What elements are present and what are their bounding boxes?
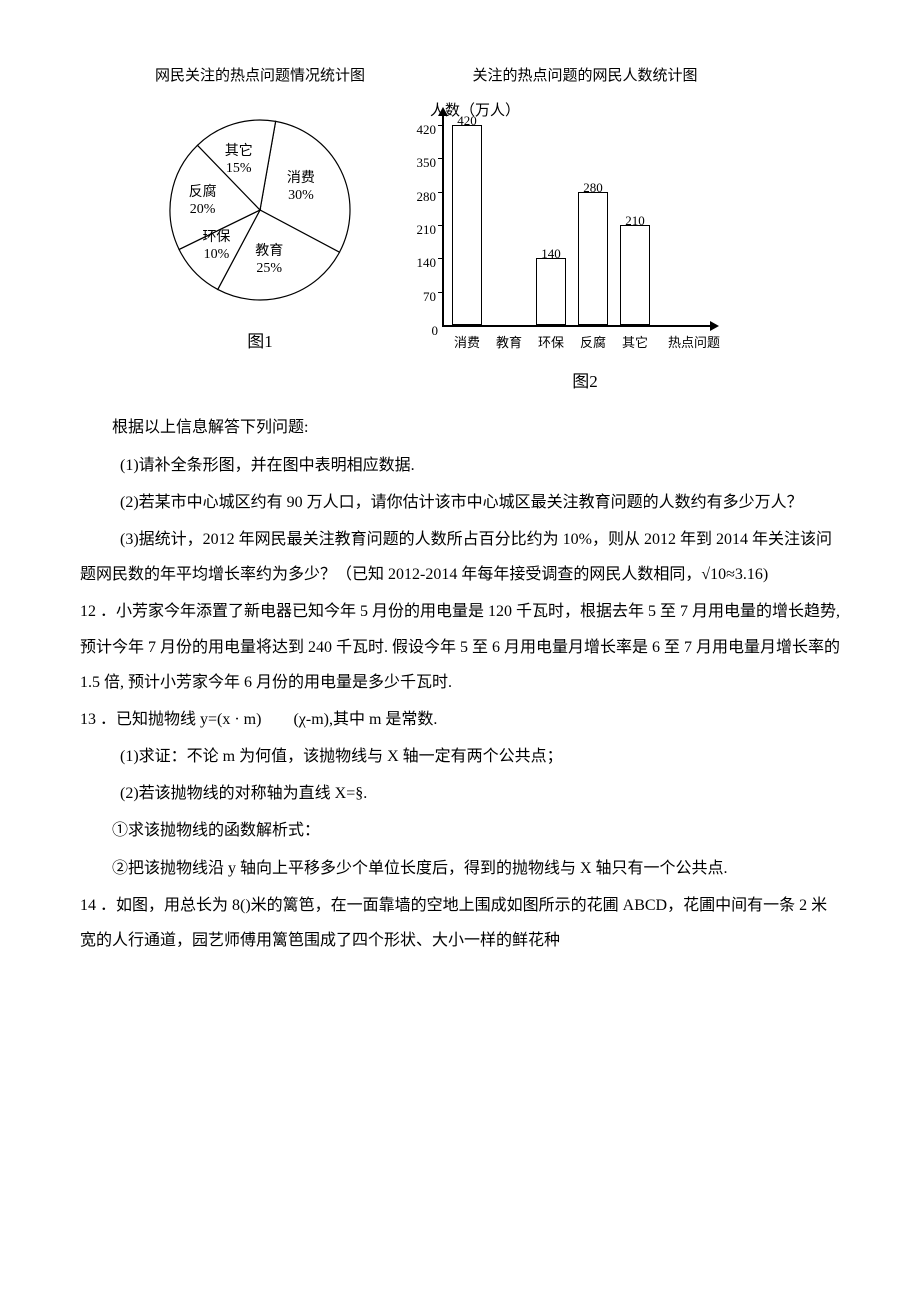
problem-13-2a: ①求该抛物线的函数解析式： (80, 813, 840, 848)
x-category-label: 消费 (454, 329, 480, 358)
pie-title: 网民关注的热点问题情况统计图 (155, 60, 365, 93)
y-tick-mark (438, 258, 442, 259)
bar-title: 关注的热点问题的网民人数统计图 (472, 60, 697, 93)
x-axis-label: 热点问题 (668, 329, 720, 358)
y-tick-label: 210 (406, 216, 436, 245)
y-axis-arrow (438, 107, 448, 116)
problem-12: 12 ．小芳家今年添置了新电器已知今年 5 月份的用电量是 120 千瓦时，根据… (80, 594, 840, 700)
pie-slice-label: 教育25% (255, 244, 283, 278)
pie-slice-label: 环保10% (202, 230, 230, 264)
question-2: (2)若某市中心城区约有 90 万人口，请你估计该市中心城区最关注教育问题的人数… (80, 485, 840, 520)
bar-value-label: 420 (457, 107, 477, 136)
y-axis (442, 113, 444, 325)
y-tick-mark (438, 225, 442, 226)
bar (620, 225, 650, 325)
y-tick-label: 350 (406, 149, 436, 178)
question-3: (3)据统计，2012 年网民最关注教育问题的人数所占百分比约为 10%，则从 … (80, 522, 840, 592)
origin-label: 0 (408, 317, 438, 346)
bar-value-label: 210 (625, 207, 645, 236)
pie-caption: 图1 (247, 323, 273, 360)
problem-13-2: (2)若该抛物线的对称轴为直线 X=§. (80, 776, 840, 811)
x-category-label: 反腐 (580, 329, 606, 358)
bar-value-label: 280 (583, 174, 603, 203)
pie-chart: 消费30% 教育25% 环保10% 反腐20% 其它15% (150, 95, 370, 315)
x-category-label: 环保 (538, 329, 564, 358)
y-tick-label: 70 (406, 283, 436, 312)
y-tick-label: 280 (406, 183, 436, 212)
intro-text: 根据以上信息解答下列问题: (80, 410, 840, 445)
y-tick-mark (438, 158, 442, 159)
x-category-label: 其它 (622, 329, 648, 358)
pie-slice-label: 其它15% (225, 144, 253, 178)
charts-row: 网民关注的热点问题情况统计图 消费30% 教育25% 环保10% 反腐20% 其它15%… (80, 60, 840, 400)
bar-chart-column: 关注的热点问题的网民人数统计图 人数（万人） 07014021028035042… (400, 60, 770, 400)
pie-chart-column: 网民关注的热点问题情况统计图 消费30% 教育25% 环保10% 反腐20% 其它15%… (150, 60, 370, 400)
bar-chart: 人数（万人） 070140210280350420420消费教育140环保280… (400, 95, 770, 355)
y-tick-mark (438, 192, 442, 193)
bar (452, 125, 482, 325)
y-tick-label: 420 (406, 116, 436, 145)
y-tick-mark (438, 292, 442, 293)
problem-14: 14 ．如图，用总长为 8()米的篱笆，在一面靠墙的空地上围成如图所示的花圃 A… (80, 888, 840, 958)
question-3-text: (3)据统计，2012 年网民最关注教育问题的人数所占百分比约为 10%，则从 … (80, 531, 832, 583)
problem-13-2b-text: ②把该抛物线沿 y 轴向上平移多少个单位长度后，得到的抛物线与 X 轴只有一个公… (112, 860, 728, 877)
bar-caption: 图2 (572, 363, 598, 400)
pie-svg (150, 95, 370, 315)
y-tick-mark (438, 125, 442, 126)
problem-13-2b: ②把该抛物线沿 y 轴向上平移多少个单位长度后，得到的抛物线与 X 轴只有一个公… (80, 851, 840, 886)
question-1: (1)请补全条形图，并在图中表明相应数据. (80, 448, 840, 483)
bar (578, 192, 608, 325)
x-category-label: 教育 (496, 329, 522, 358)
pie-slice-label: 反腐20% (189, 185, 217, 219)
problem-13: 13 ．已知抛物线 y=(x · m) (χ-m),其中 m 是常数. (80, 702, 840, 737)
problem-13-1: (1)求证：不论 m 为何值，该抛物线与 X 轴一定有两个公共点； (80, 739, 840, 774)
question-2-text: (2)若某市中心城区约有 90 万人口，请你估计该市中心城区最关注教育问题的人数… (120, 494, 803, 511)
x-axis (442, 325, 712, 327)
bar-value-label: 140 (541, 240, 561, 269)
pie-slice-label: 消费30% (287, 171, 315, 205)
y-tick-label: 140 (406, 249, 436, 278)
